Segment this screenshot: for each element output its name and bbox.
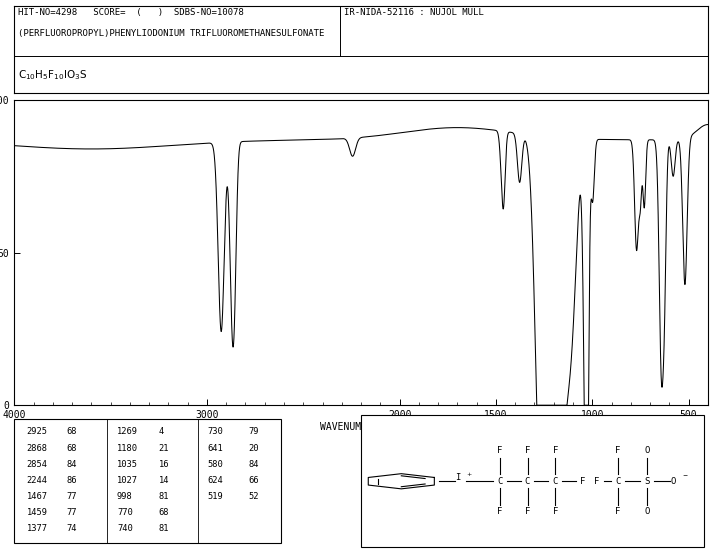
Text: 74: 74 (66, 524, 77, 534)
Text: 68: 68 (66, 427, 77, 436)
Text: 86: 86 (66, 476, 77, 485)
Text: 519: 519 (207, 492, 223, 501)
Text: S: S (644, 477, 649, 486)
Text: 66: 66 (249, 476, 260, 485)
Text: 580: 580 (207, 460, 223, 469)
Text: 730: 730 (207, 427, 223, 436)
Text: 81: 81 (159, 492, 169, 501)
Text: O: O (671, 477, 676, 486)
Text: F: F (594, 477, 600, 486)
Text: F: F (615, 446, 621, 456)
Text: 1377: 1377 (26, 524, 48, 534)
Text: 16: 16 (159, 460, 169, 469)
Text: C: C (497, 477, 503, 486)
Text: 52: 52 (249, 492, 260, 501)
Text: 4: 4 (159, 427, 164, 436)
Text: 1459: 1459 (26, 508, 48, 517)
Bar (361, 415, 704, 547)
Text: 2868: 2868 (26, 444, 48, 452)
Text: F: F (497, 507, 503, 516)
Text: C: C (525, 477, 531, 486)
Text: 2925: 2925 (26, 427, 48, 436)
Text: F: F (525, 507, 531, 516)
Text: 2244: 2244 (26, 476, 48, 485)
Text: 1467: 1467 (26, 492, 48, 501)
Text: (PERFLUOROPROPYL)PHENYLIODONIUM TRIFLUOROMETHANESULFONATE: (PERFLUOROPROPYL)PHENYLIODONIUM TRIFLUOR… (18, 29, 324, 38)
Text: 1027: 1027 (117, 476, 138, 485)
Text: F: F (553, 446, 558, 456)
Text: 84: 84 (249, 460, 260, 469)
Text: 14: 14 (159, 476, 169, 485)
Text: 84: 84 (66, 460, 77, 469)
Text: HIT-NO=4298   SCORE=  (   )  SDBS-NO=10078: HIT-NO=4298 SCORE= ( ) SDBS-NO=10078 (18, 8, 244, 17)
Text: +: + (467, 472, 472, 477)
Text: 1035: 1035 (117, 460, 138, 469)
Text: −: − (682, 472, 688, 477)
Text: 641: 641 (207, 444, 223, 452)
Text: 79: 79 (249, 427, 260, 436)
X-axis label: WAVENUMBER(-1): WAVENUMBER(-1) (320, 421, 403, 431)
Text: 1269: 1269 (117, 427, 138, 436)
Text: C: C (615, 477, 621, 486)
Text: C: C (553, 477, 558, 486)
Text: $\mathsf{C_{10}H_5F_{10}IO_3S}$: $\mathsf{C_{10}H_5F_{10}IO_3S}$ (18, 69, 87, 82)
Text: 21: 21 (159, 444, 169, 452)
Text: 77: 77 (66, 492, 77, 501)
Text: F: F (581, 477, 586, 486)
Text: F: F (497, 446, 503, 456)
Text: 624: 624 (207, 476, 223, 485)
Text: 20: 20 (249, 444, 260, 452)
Text: O: O (644, 507, 649, 516)
Bar (14, 419, 281, 544)
Text: 77: 77 (66, 508, 77, 517)
Text: F: F (525, 446, 531, 456)
Text: 998: 998 (117, 492, 133, 501)
Text: F: F (615, 507, 621, 516)
Text: I: I (455, 473, 461, 482)
Text: 740: 740 (117, 524, 133, 534)
Text: O: O (644, 446, 649, 456)
Text: 1180: 1180 (117, 444, 138, 452)
Text: 770: 770 (117, 508, 133, 517)
Text: 68: 68 (66, 444, 77, 452)
Text: 68: 68 (159, 508, 169, 517)
Text: 2854: 2854 (26, 460, 48, 469)
Text: 81: 81 (159, 524, 169, 534)
Text: IR-NIDA-52116 : NUJOL MULL: IR-NIDA-52116 : NUJOL MULL (344, 8, 483, 17)
Text: F: F (553, 507, 558, 516)
